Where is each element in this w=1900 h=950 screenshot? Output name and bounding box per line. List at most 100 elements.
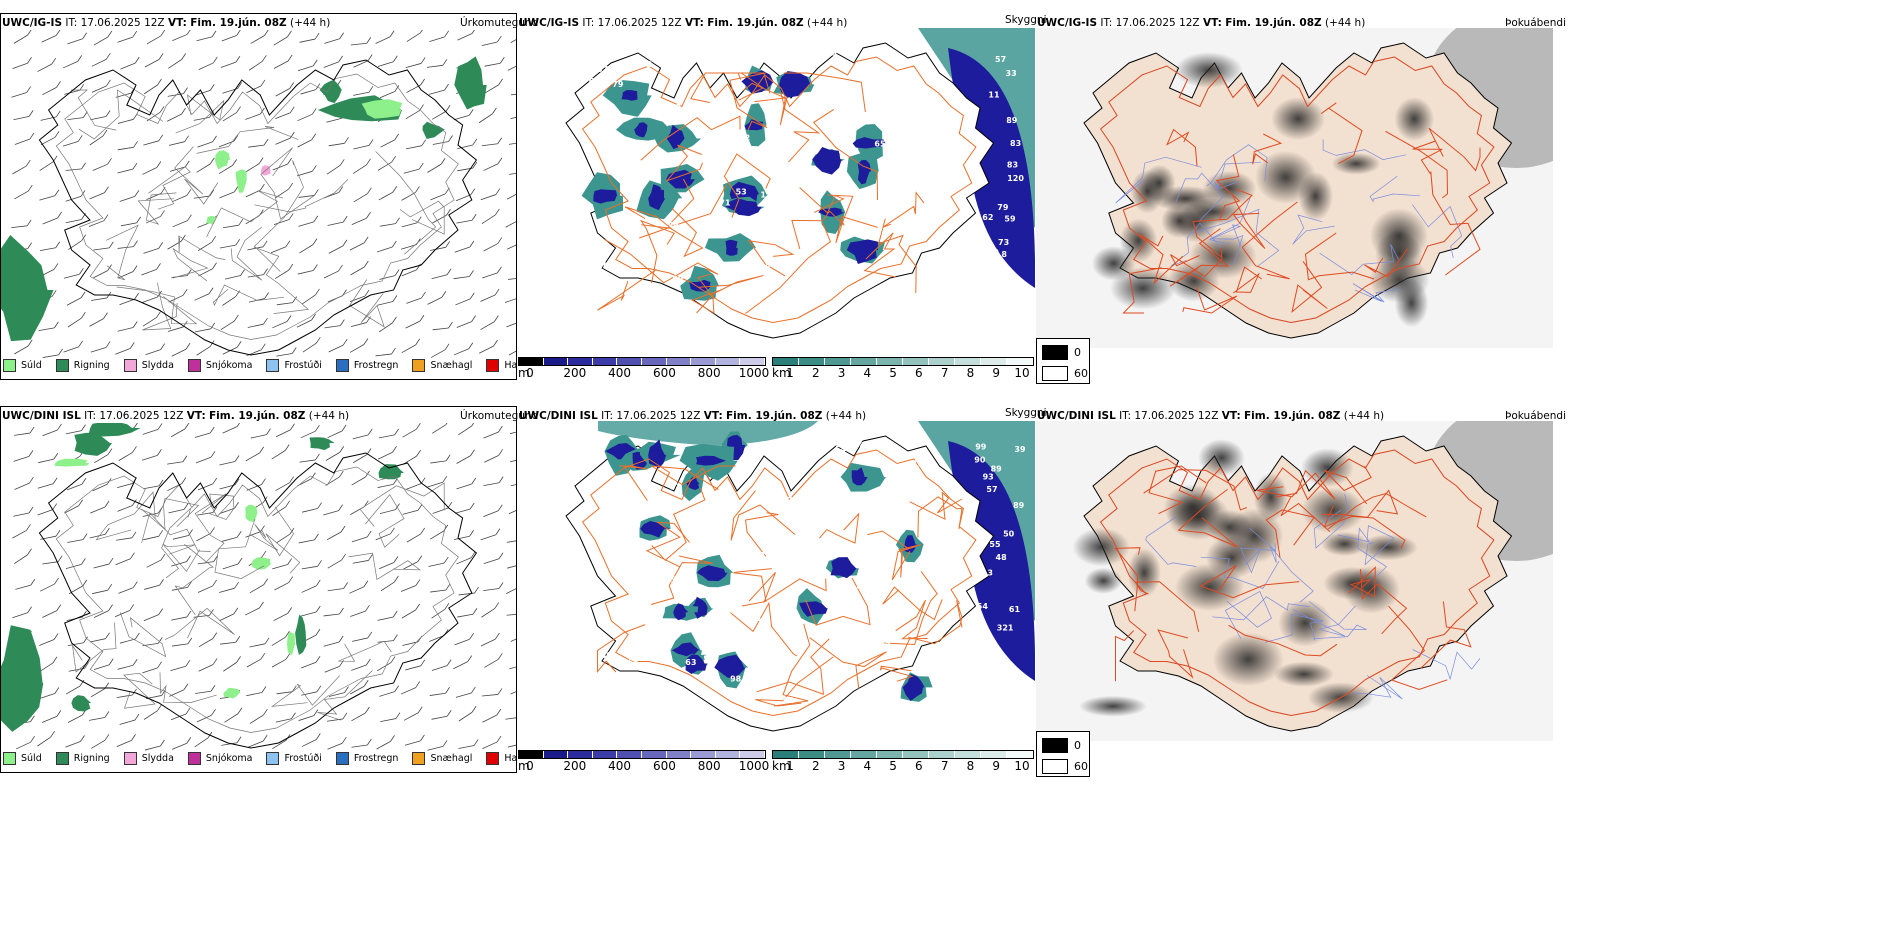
- wind-barb: [480, 638, 496, 647]
- wind-barb: [166, 113, 182, 122]
- wind-barb-flag: [160, 30, 166, 37]
- wind-barb-flag: [106, 79, 111, 87]
- colorbar-tick: 800: [697, 366, 721, 380]
- wind-barb: [195, 456, 212, 464]
- wind-barb-flag: [81, 312, 86, 319]
- cloudbase-value: 89: [1006, 116, 1018, 125]
- wind-barb-flag: [367, 428, 373, 436]
- cloudbase-value: 484: [672, 584, 689, 593]
- wind-barb: [405, 63, 422, 69]
- lead-time: (+44 h): [825, 410, 867, 422]
- wind-barb-flag: [79, 679, 85, 687]
- wind-barb: [42, 610, 57, 618]
- rain-area: [88, 423, 141, 437]
- road-line: [1352, 675, 1403, 700]
- wind-barb: [483, 482, 500, 487]
- wind-barb-flag: [27, 339, 33, 347]
- wind-barb-flag: [235, 238, 241, 246]
- road-line: [645, 521, 690, 568]
- legend-swatch: [3, 359, 16, 372]
- fog-legend-label: 0: [1074, 739, 1081, 752]
- legend-swatch: [412, 752, 426, 765]
- wind-barb: [89, 717, 105, 721]
- wind-barb: [379, 509, 396, 515]
- fog-panel-row2: [1036, 421, 1553, 741]
- wind-barb: [327, 430, 343, 439]
- legend-item: Haglél: [486, 752, 516, 765]
- wind-barb-flag: [157, 637, 163, 644]
- cloudbase-value: 11: [988, 91, 1000, 100]
- colorbar-tick: 5: [889, 759, 897, 773]
- wind-barb-flag: [237, 707, 243, 714]
- colorbar-tick: 6: [915, 366, 923, 380]
- wind-barb-flag: [208, 287, 214, 294]
- wind-barb: [430, 589, 447, 593]
- colorbar-cell: [740, 751, 765, 758]
- rain-area: [295, 614, 307, 655]
- wind-barb: [222, 296, 236, 306]
- wind-barb: [351, 712, 366, 722]
- wind-barb: [402, 641, 419, 646]
- fog-index-area: [1084, 567, 1123, 594]
- legend-label: Frostúði: [284, 753, 322, 764]
- wind-barb: [505, 221, 516, 228]
- fog-title: Þokuábendi: [1505, 17, 1566, 29]
- lead-time: (+44 h): [289, 17, 331, 29]
- wind-barb-flag: [234, 478, 240, 486]
- it-time: 17.06.2025 12Z: [80, 17, 165, 29]
- wind-barb-flag: [416, 263, 421, 271]
- road-line: [123, 672, 156, 709]
- wind-barb-flag: [312, 59, 318, 67]
- wind-barb-flag: [287, 54, 293, 62]
- cloudbase-value: 58: [856, 582, 868, 591]
- wind-barb-flag: [363, 580, 369, 587]
- cloudbase-value: 79: [612, 80, 624, 89]
- sea-low-visibility: [598, 421, 818, 446]
- wind-barb-flag: [316, 733, 321, 740]
- wind-barb-flag: [338, 504, 343, 511]
- cloudbase-patch: [725, 198, 762, 217]
- wind-barb-flag: [289, 106, 295, 114]
- cloudbase-value: 120: [1007, 174, 1024, 183]
- wind-barb-flag: [442, 740, 448, 747]
- wind-barb-flag: [158, 608, 164, 615]
- wind-barb-flag: [158, 134, 164, 142]
- cloudbase-value: 132: [635, 60, 652, 69]
- legend-label: Súld: [21, 360, 42, 371]
- wind-barb: [379, 223, 396, 227]
- wind-barb: [405, 483, 422, 490]
- wind-barb-flag: [344, 137, 349, 144]
- wind-barb: [14, 345, 29, 355]
- wind-barb: [427, 746, 444, 751]
- wind-barb: [405, 320, 421, 329]
- colorbar-tick: 2: [811, 366, 820, 380]
- wind-barb: [120, 222, 137, 227]
- wind-barb: [250, 434, 267, 439]
- colorbar-cell: [825, 358, 851, 365]
- wind-barb-flag: [104, 186, 109, 193]
- cloudbase-value: 73: [981, 250, 992, 259]
- wind-barb: [248, 60, 263, 71]
- wind-barb: [141, 269, 157, 276]
- colorbar-cell: [1007, 358, 1033, 365]
- cloudbase-value: 33: [1006, 69, 1017, 78]
- road-line: [1177, 488, 1238, 548]
- wind-barb: [272, 506, 286, 517]
- wind-barb: [431, 608, 446, 619]
- cloudbase-value: 64: [874, 487, 886, 496]
- wind-barb: [508, 142, 516, 145]
- wind-barb-flag: [498, 552, 504, 559]
- wind-barb-flag: [473, 739, 479, 746]
- wind-barb-flag: [83, 636, 88, 643]
- colorbar-tick: 2: [811, 759, 820, 773]
- wind-barb: [90, 116, 107, 121]
- wind-barb-flag: [210, 685, 216, 692]
- cloudbase-value: 99: [975, 443, 987, 452]
- fog-legend-row2: 0 60: [1036, 731, 1090, 777]
- cloudbase-value: 96: [631, 288, 643, 297]
- wind-barb: [39, 662, 54, 673]
- wind-barb: [482, 714, 498, 723]
- wind-barb-flag: [468, 342, 474, 349]
- legend-item: Snæhagl: [412, 359, 472, 372]
- wind-barb-flag: [103, 312, 108, 319]
